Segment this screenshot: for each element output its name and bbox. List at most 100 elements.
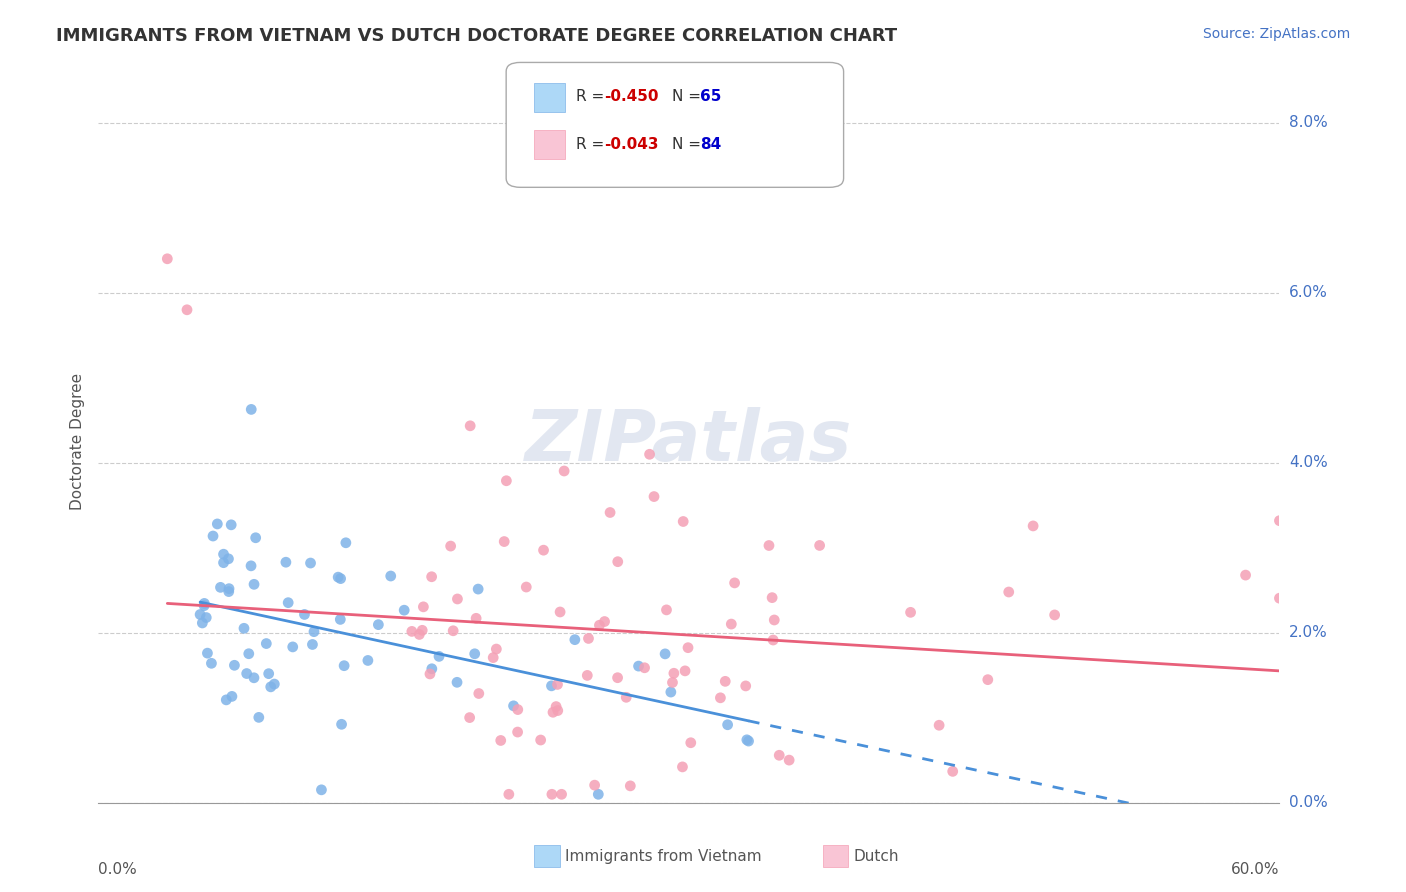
Point	[530, 733, 553, 747]
Point	[506, 702, 529, 716]
Point	[593, 615, 616, 629]
Point	[498, 787, 520, 801]
Point	[333, 658, 356, 673]
Point	[778, 753, 800, 767]
Point	[489, 733, 512, 747]
Point	[900, 605, 922, 619]
Text: 65: 65	[700, 89, 721, 103]
Point	[420, 570, 443, 584]
Point	[301, 638, 323, 652]
Point	[233, 621, 256, 635]
Point	[997, 585, 1019, 599]
Point	[243, 577, 266, 591]
Point	[193, 596, 215, 610]
Point	[553, 464, 575, 478]
Point	[679, 736, 702, 750]
Point	[156, 252, 179, 266]
Point	[661, 675, 683, 690]
Point	[243, 671, 266, 685]
Point	[619, 779, 641, 793]
Point	[380, 569, 402, 583]
Point	[188, 607, 211, 622]
Point	[441, 624, 464, 638]
Point	[1268, 591, 1291, 606]
Point	[763, 613, 786, 627]
Point	[723, 575, 745, 590]
Point	[412, 599, 434, 614]
Text: IMMIGRANTS FROM VIETNAM VS DUTCH DOCTORATE DEGREE CORRELATION CHART: IMMIGRANTS FROM VIETNAM VS DUTCH DOCTORA…	[56, 27, 897, 45]
Point	[494, 534, 516, 549]
Point	[212, 556, 235, 570]
Point	[212, 547, 235, 561]
Point	[977, 673, 1000, 687]
Point	[209, 580, 232, 594]
Text: -0.043: -0.043	[605, 137, 659, 152]
Point	[328, 570, 350, 584]
Point	[197, 646, 219, 660]
Text: N =: N =	[672, 137, 706, 152]
Point	[495, 474, 517, 488]
Point	[218, 582, 240, 596]
Point	[808, 538, 831, 552]
Point	[240, 402, 263, 417]
Point	[263, 677, 285, 691]
Point	[357, 653, 380, 667]
Point	[245, 531, 267, 545]
Point	[446, 591, 468, 606]
Point	[335, 536, 357, 550]
Point	[564, 632, 586, 647]
Point	[367, 617, 389, 632]
Text: 8.0%: 8.0%	[1289, 115, 1329, 130]
Point	[541, 787, 564, 801]
Point	[446, 675, 468, 690]
Point	[329, 572, 352, 586]
Point	[1268, 514, 1291, 528]
Text: Dutch: Dutch	[853, 849, 898, 863]
Point	[606, 671, 628, 685]
Text: 2.0%: 2.0%	[1289, 625, 1329, 640]
Text: R =: R =	[576, 89, 610, 103]
Point	[465, 611, 488, 625]
Point	[254, 636, 277, 650]
Point	[235, 666, 257, 681]
Text: 84: 84	[700, 137, 721, 152]
Point	[758, 539, 780, 553]
Point	[578, 632, 600, 646]
Point	[281, 640, 304, 654]
Point	[654, 647, 676, 661]
Point	[576, 668, 599, 682]
Point	[240, 558, 263, 573]
Point	[655, 603, 678, 617]
Point	[720, 617, 742, 632]
Point	[277, 596, 299, 610]
Point	[588, 618, 610, 632]
Point	[606, 555, 628, 569]
Y-axis label: Doctorate Degree: Doctorate Degree	[69, 373, 84, 510]
Point	[588, 787, 610, 801]
Point	[458, 710, 481, 724]
Point	[411, 624, 433, 638]
Point	[942, 764, 965, 779]
Point	[533, 543, 555, 558]
Point	[392, 603, 415, 617]
Point	[638, 447, 661, 461]
Point	[247, 710, 270, 724]
Point	[467, 582, 489, 596]
Point	[671, 760, 693, 774]
Point	[464, 647, 486, 661]
Text: ZIPatlas: ZIPatlas	[526, 407, 852, 476]
Point	[274, 555, 297, 569]
Point	[330, 717, 353, 731]
Point	[627, 659, 650, 673]
Point	[643, 490, 665, 504]
Point	[408, 627, 430, 641]
Point	[202, 529, 225, 543]
Text: 4.0%: 4.0%	[1289, 455, 1329, 470]
Point	[659, 685, 682, 699]
Text: Source: ZipAtlas.com: Source: ZipAtlas.com	[1202, 27, 1350, 41]
Point	[420, 662, 443, 676]
Point	[419, 667, 441, 681]
Point	[547, 677, 569, 691]
Point	[1043, 607, 1066, 622]
Point	[709, 690, 731, 705]
